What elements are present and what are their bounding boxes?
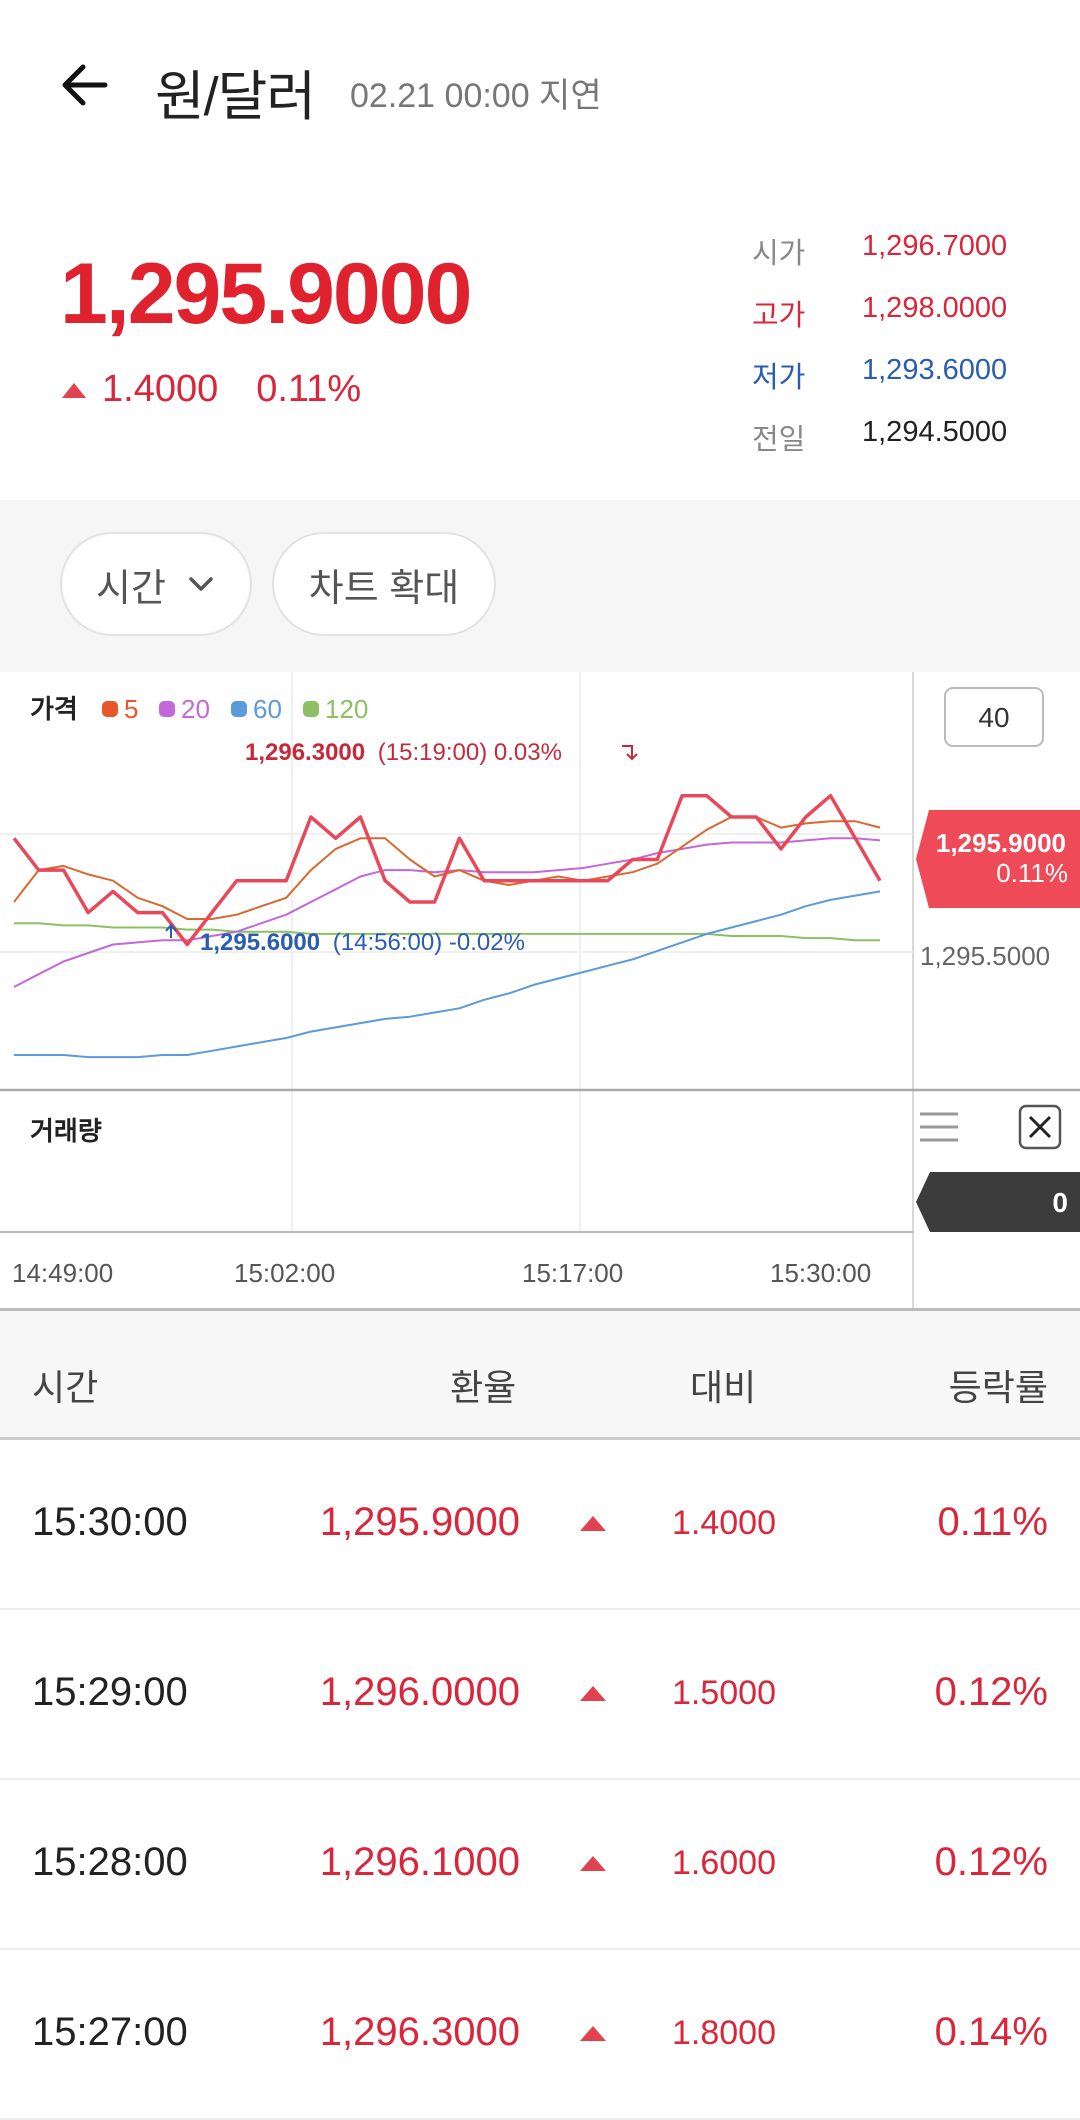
chart-legend: 가격 5 20 60 120: [30, 694, 368, 724]
series-line-price: [12, 793, 882, 947]
legend-label: 5: [124, 694, 138, 724]
max-annotation-price: 1,296.3000: [245, 739, 365, 766]
current-price-tag-pct: 0.11%: [996, 858, 1068, 888]
volume-value-tag: [916, 1172, 1080, 1232]
column-header-rate: 환율: [450, 1367, 517, 1408]
menu-icon[interactable]: [920, 1112, 958, 1142]
row-change: 1.6000: [672, 1844, 776, 1882]
period-dropdown[interactable]: 시간: [60, 532, 252, 636]
stat-open: 시가 1,296.7000: [752, 230, 1062, 272]
max-marker-icon: [622, 745, 638, 761]
max-annotation: 1,296.3000 (15:19:00) 0.03%: [245, 739, 562, 766]
chart-expand-label: 차트 확대: [308, 567, 460, 610]
stat-label: 고가: [752, 300, 806, 332]
row-time: 15:29:00: [32, 1670, 188, 1714]
up-triangle-icon: [580, 2026, 606, 2041]
column-header-percent: 등락률: [948, 1367, 1048, 1408]
stat-label: 전일: [752, 424, 806, 456]
row-time: 15:30:00: [32, 1500, 188, 1544]
stat-low: 저가 1,293.6000: [752, 354, 1062, 396]
row-rate: 1,295.9000: [319, 1500, 520, 1544]
stat-prev-close: 전일 1,294.5000: [752, 416, 1062, 458]
table-row[interactable]: 15:30:00 1,295.9000 1.4000 0.11%: [0, 1440, 1080, 1610]
row-rate: 1,296.3000: [319, 2010, 520, 2054]
current-price-tag: [916, 810, 1080, 908]
candle-count: 40: [978, 702, 1009, 733]
row-time: 15:27:00: [32, 2010, 188, 2054]
table-row[interactable]: 15:27:00 1,296.3000 1.8000 0.14%: [0, 1950, 1080, 2120]
row-change: 1.8000: [672, 2014, 776, 2052]
min-annotation-price: 1,295.6000: [200, 929, 320, 956]
up-triangle-icon: [62, 383, 86, 398]
row-percent: 0.11%: [937, 1500, 1048, 1544]
delay-timestamp: 02.21 00:00 지연: [350, 77, 602, 115]
current-price: 1,295.9000: [60, 246, 472, 342]
stat-value: 1,296.7000: [862, 230, 1008, 262]
legend-label: 가격: [30, 694, 78, 724]
up-triangle-icon: [580, 1516, 606, 1531]
table-header: 시간 환율 대비 등락률: [0, 1308, 1080, 1440]
price-change: 1.4000 0.11%: [62, 368, 361, 411]
legend-swatch: [159, 701, 175, 717]
change-percent: 0.11%: [256, 368, 362, 410]
row-rate: 1,296.0000: [319, 1670, 520, 1714]
stat-label: 시가: [752, 238, 806, 270]
current-price-tag-value: 1,295.9000: [936, 828, 1066, 858]
row-change: 1.5000: [672, 1674, 776, 1712]
row-change: 1.4000: [672, 1504, 776, 1542]
arrow-left-icon: [62, 64, 108, 106]
column-header-change: 대비: [690, 1367, 757, 1408]
stat-value: 1,293.6000: [862, 354, 1008, 386]
stat-value: 1,294.5000: [862, 416, 1008, 448]
legend-swatch: [231, 701, 247, 717]
x-tick: 15:17:00: [522, 1258, 623, 1288]
row-percent: 0.12%: [934, 1840, 1048, 1884]
x-tick: 14:49:00: [12, 1258, 113, 1288]
x-tick: 15:30:00: [770, 1258, 871, 1288]
chevron-down-icon: [189, 577, 213, 591]
y-axis-label: 1,295.5000: [920, 941, 1050, 971]
period-label: 시간: [96, 567, 166, 610]
x-tick: 15:02:00: [234, 1258, 335, 1288]
volume-label: 거래량: [30, 1116, 102, 1146]
table-row[interactable]: 15:29:00 1,296.0000 1.5000 0.12%: [0, 1610, 1080, 1780]
up-triangle-icon: [580, 1686, 606, 1701]
row-percent: 0.14%: [934, 2010, 1048, 2054]
volume-value: 0: [1052, 1187, 1068, 1218]
row-rate: 1,296.1000: [319, 1840, 520, 1884]
change-value: 1.4000: [102, 368, 219, 410]
legend-label: 120: [325, 694, 368, 724]
stat-value: 1,298.0000: [862, 292, 1008, 324]
min-annotation-detail: (14:56:00) -0.02%: [333, 929, 525, 956]
price-chart[interactable]: 가격 5 20 60 120 1,296.3000 (15:19:00) 0.03% 1…: [0, 672, 1080, 1308]
stat-label: 저가: [752, 362, 806, 394]
page-title: 원/달러: [155, 67, 316, 127]
legend-swatch: [303, 701, 319, 717]
candle-count-box[interactable]: [944, 687, 1044, 747]
back-button[interactable]: [50, 50, 120, 120]
chart-expand-button[interactable]: 차트 확대: [272, 532, 496, 636]
series-line-ma60: [14, 890, 881, 1059]
legend-label: 20: [181, 694, 210, 724]
stat-high: 고가 1,298.0000: [752, 292, 1062, 334]
min-annotation: 1,295.6000 (14:56:00) -0.02%: [200, 929, 525, 956]
row-time: 15:28:00: [32, 1840, 188, 1884]
close-icon[interactable]: [1018, 1104, 1062, 1150]
up-triangle-icon: [580, 1856, 606, 1871]
series-line-ma120: [14, 922, 880, 942]
column-header-time: 시간: [32, 1367, 99, 1408]
legend-swatch: [102, 701, 118, 717]
row-percent: 0.12%: [934, 1670, 1048, 1714]
table-row[interactable]: 15:28:00 1,296.1000 1.6000 0.12%: [0, 1780, 1080, 1950]
min-marker-icon: [165, 923, 177, 938]
max-annotation-detail: (15:19:00) 0.03%: [378, 739, 562, 766]
legend-label: 60: [253, 694, 282, 724]
